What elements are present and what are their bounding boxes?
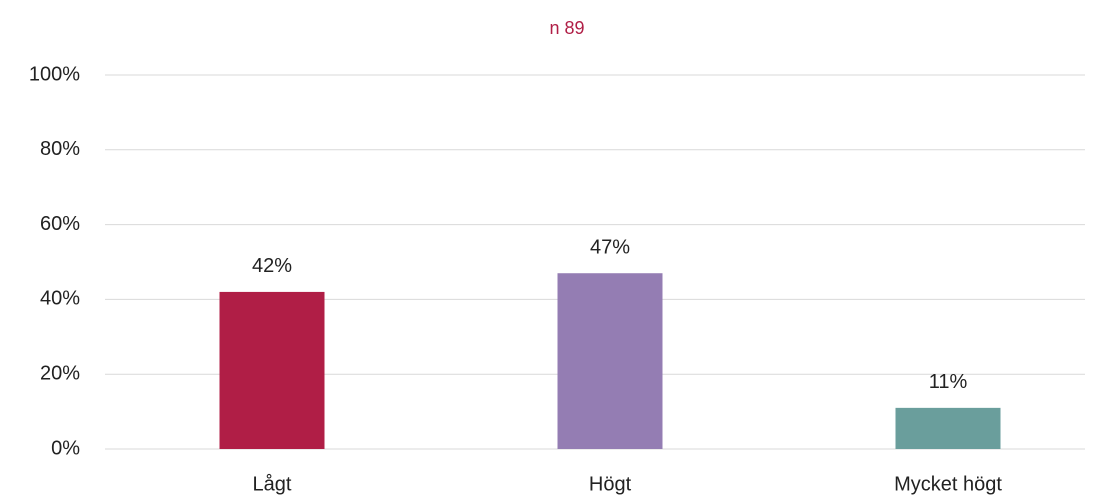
x-tick-label: Mycket högt	[894, 473, 1002, 495]
y-tick-label: 60%	[40, 213, 80, 235]
value-label: 11%	[929, 371, 968, 393]
value-label: 47%	[590, 237, 630, 259]
bar	[557, 273, 663, 449]
y-tick-label: 20%	[40, 362, 80, 384]
x-tick-label: Lågt	[253, 473, 292, 495]
y-tick-label: 80%	[40, 138, 80, 160]
value-label: 42%	[252, 255, 292, 277]
y-tick-label: 0%	[51, 437, 80, 459]
bar	[219, 291, 325, 449]
x-tick-label: Högt	[589, 473, 632, 495]
chart-title: n 89	[549, 18, 584, 38]
y-tick-label: 100%	[29, 63, 80, 85]
y-tick-label: 40%	[40, 288, 80, 310]
bar	[895, 407, 1001, 449]
